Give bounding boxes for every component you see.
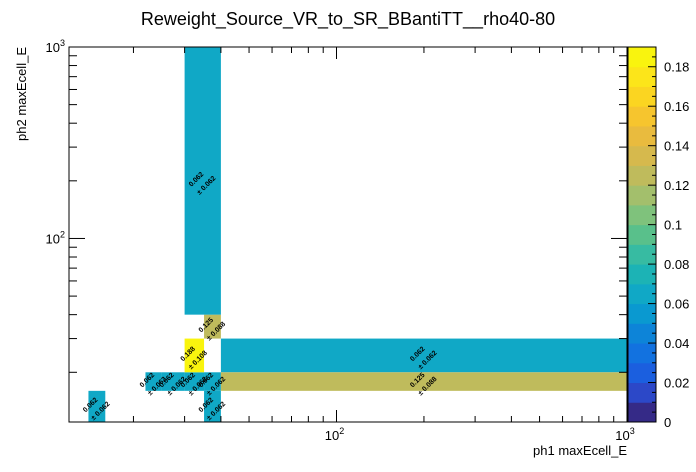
colorbar-tick-label: 0.02: [664, 376, 689, 391]
axis-tick-labels: 102 103 102 103: [46, 38, 635, 443]
heatmap-cell: [204, 390, 221, 422]
colorbar-swatch: [628, 165, 656, 186]
heatmap-cell: [184, 338, 205, 373]
colorbar-tick-label: 0: [664, 415, 671, 430]
colorbar-tick-label: 0.12: [664, 178, 689, 193]
heatmap-cell: [88, 390, 106, 422]
axis-ticks: [69, 46, 628, 422]
heatmap-cell: [184, 372, 205, 391]
plot-frame: [68, 46, 628, 423]
colorbar: 0 0.02 0.04 0.06 0.08 0.1 0.12 0.14 0.16 0.18: [627, 46, 689, 430]
y-tick-label: 102: [46, 229, 65, 246]
colorbar-swatch: [628, 362, 656, 384]
colorbar-tick-label: 0.18: [664, 60, 689, 75]
colorbar-swatch: [628, 204, 656, 226]
x-tick-label: 103: [615, 426, 634, 443]
colorbar-swatch: [628, 106, 656, 127]
colorbar-swatch: [628, 185, 656, 206]
colorbar-tick-label: 0.1: [664, 218, 682, 233]
colorbar-tick-label: 0.16: [664, 99, 689, 114]
colorbar-swatch: [628, 303, 656, 324]
heatmap-cell: [145, 372, 162, 391]
y-tick-label: 103: [46, 38, 65, 55]
colorbar-swatch: [628, 323, 656, 344]
heatmap-cell: [220, 372, 628, 391]
colorbar-swatch: [628, 125, 656, 147]
colorbar-swatch: [628, 224, 656, 245]
colorbar-swatch: [628, 145, 656, 166]
heatmap-cell: [204, 372, 221, 391]
colorbar-swatch: [628, 343, 656, 364]
heatmap-cell: [161, 372, 185, 391]
heatmap-cells: [88, 47, 628, 422]
colorbar-swatch: [628, 86, 656, 107]
colorbar-tick-label: 0.14: [664, 139, 689, 154]
colorbar-tick-label: 0.08: [664, 257, 689, 272]
chart-title: Reweight_Source_VR_to_SR_BBantiTT__rho40…: [141, 9, 555, 30]
colorbar-swatch: [628, 382, 656, 403]
x-axis-label: ph1 maxEcell_E: [533, 443, 627, 458]
y-axis-label: ph2 maxEcell_E: [14, 47, 29, 141]
colorbar-swatch: [628, 66, 656, 87]
x-tick-label: 102: [325, 426, 344, 443]
heatmap-cell: [220, 338, 628, 373]
colorbar-swatch: [628, 244, 656, 265]
colorbar-swatch: [628, 283, 656, 305]
colorbar-swatch: [628, 264, 656, 285]
colorbar-tick-label: 0.06: [664, 297, 689, 312]
colorbar-swatch: [628, 402, 656, 423]
heatmap-cell: [204, 314, 221, 339]
colorbar-swatch: [628, 47, 656, 68]
colorbar-tick-label: 0.04: [664, 336, 689, 351]
heatmap-cell: [184, 47, 221, 315]
